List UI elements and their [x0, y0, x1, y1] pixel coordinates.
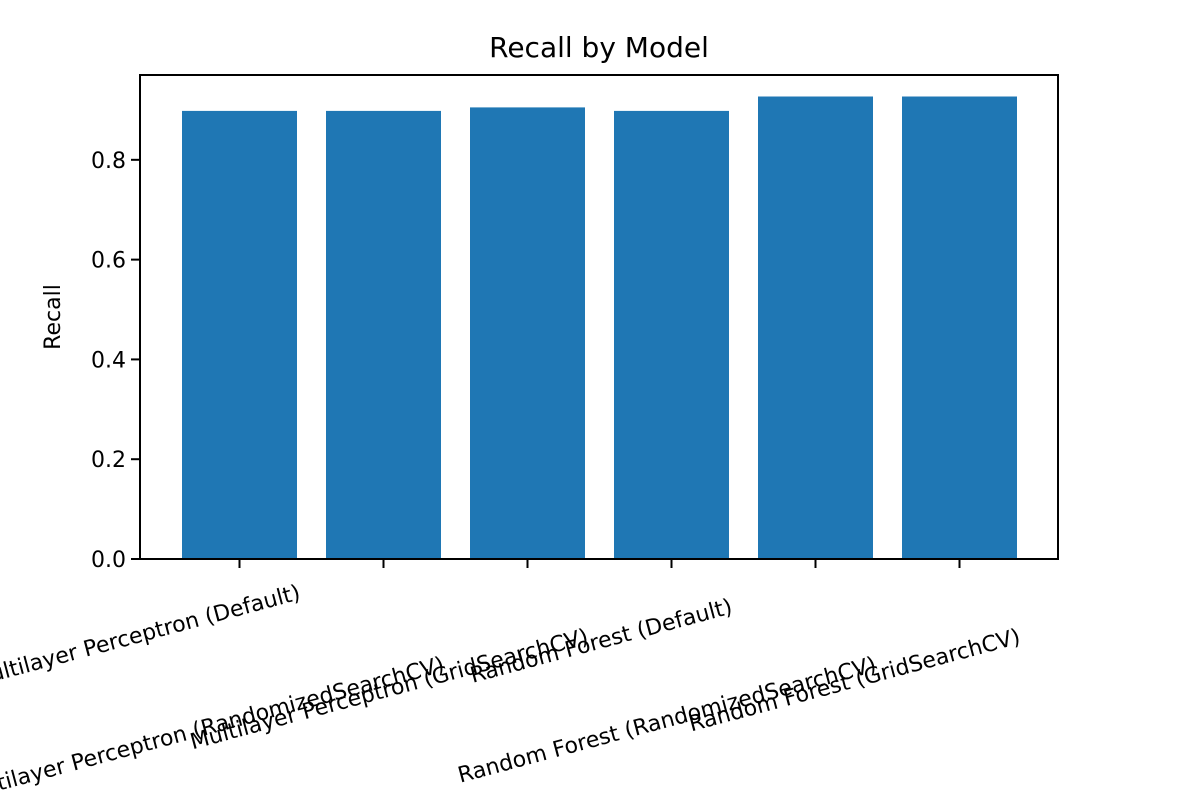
bar-3 — [614, 110, 729, 560]
bar-1 — [326, 110, 441, 560]
y-tick-label-1: 0.2 — [91, 448, 126, 473]
bars-group — [182, 96, 1017, 560]
chart-title: Recall by Model — [489, 31, 709, 64]
bar-2 — [470, 107, 585, 560]
y-axis: 0.0 0.2 0.4 0.6 0.8 — [91, 149, 140, 573]
x-tick-label-2: Multilayer Perceptron (GridSearchCV) — [188, 625, 592, 756]
y-tick-label-3: 0.6 — [91, 249, 126, 274]
x-tick-label-3: Random Forest (Default) — [468, 595, 735, 689]
y-tick-label-4: 0.8 — [91, 149, 126, 174]
bar-5 — [902, 96, 1017, 559]
bar-0 — [182, 110, 297, 560]
y-tick-label-0: 0.0 — [91, 548, 126, 573]
x-tick-label-0: Multilayer Perceptron (Default) — [0, 581, 303, 693]
x-tick-label-5: Random Forest (GridSearchCV) — [686, 625, 1023, 738]
x-axis: Multilayer Perceptron (Default)Multilaye… — [0, 559, 1023, 800]
y-tick-label-2: 0.4 — [91, 348, 126, 373]
plot-frame — [139, 74, 1059, 560]
y-axis-label: Recall — [41, 284, 66, 350]
bar-4 — [758, 96, 873, 559]
